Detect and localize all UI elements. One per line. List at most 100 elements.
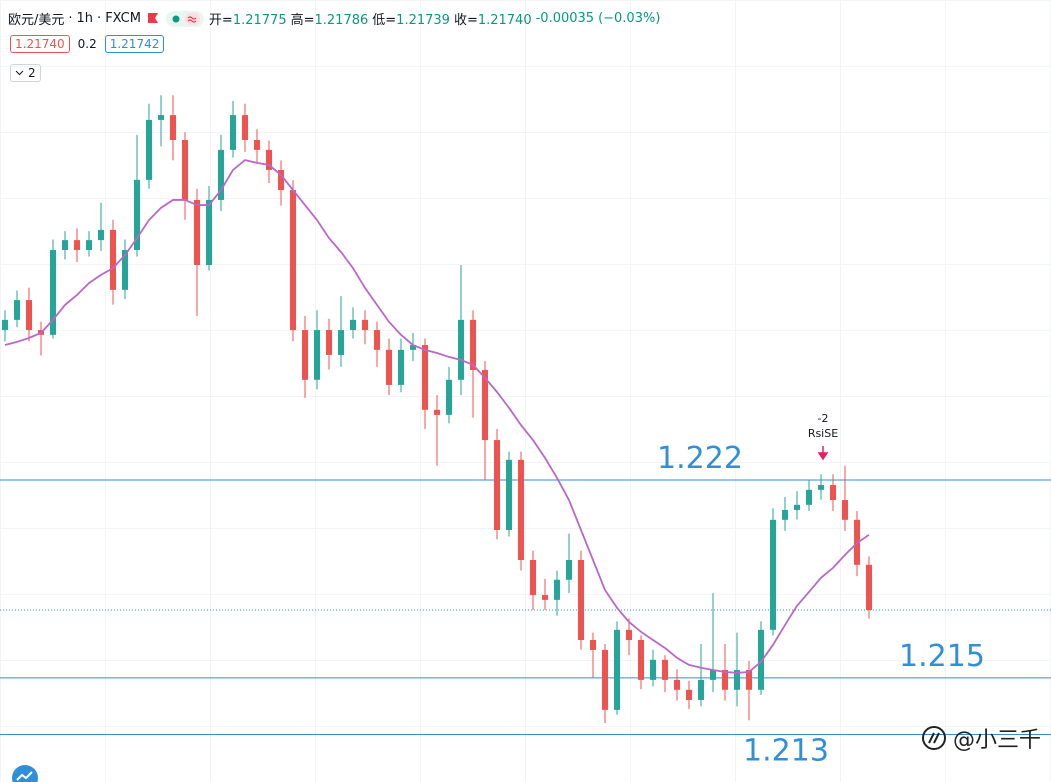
ohlc-item: 低=1.21739 (372, 9, 450, 28)
candle-body (446, 379, 452, 415)
candle-body (62, 240, 68, 251)
candle-body (662, 659, 668, 680)
candle-body (398, 349, 404, 385)
candle (578, 550, 584, 650)
candle (626, 618, 632, 656)
candle-body (650, 659, 656, 680)
candle-body (542, 595, 548, 600)
candle (422, 338, 428, 430)
candle-body (554, 579, 560, 600)
candle-body (590, 640, 596, 650)
ohlc-item: 开=1.21775 (209, 9, 287, 28)
watermark: @小三千 (921, 722, 1041, 754)
candle-body (770, 519, 776, 630)
interval[interactable]: 1h (76, 11, 94, 26)
candle (278, 160, 284, 206)
candle-body (470, 319, 476, 370)
candle (50, 239, 56, 339)
candle-body (494, 440, 500, 531)
candle-body (506, 459, 512, 531)
candle (38, 321, 44, 356)
candle (518, 451, 524, 571)
candle-body (2, 319, 8, 331)
candle (302, 315, 308, 398)
ohlc-value: 1.21740 (477, 13, 532, 28)
candle-body (158, 115, 164, 120)
candle-body (266, 149, 272, 170)
ohlc-label: 低= (372, 13, 397, 28)
candle-body (134, 179, 140, 251)
candle-body (614, 629, 620, 710)
candle (458, 265, 464, 396)
candle-body (326, 330, 332, 355)
candle (182, 132, 188, 220)
spread: 0.2 (77, 37, 97, 51)
logo[interactable] (10, 762, 40, 782)
candle (758, 621, 764, 695)
candle-body (122, 250, 128, 290)
candle (362, 310, 368, 345)
candle-body (218, 149, 224, 200)
candle (530, 550, 536, 611)
candle (662, 655, 668, 693)
candle-body (638, 640, 644, 680)
ohlc-value: 1.21786 (314, 13, 369, 28)
candle (374, 321, 380, 367)
bid[interactable]: 1.21740 (10, 35, 70, 53)
candle-body (710, 670, 716, 680)
level-label: 1.215 (899, 639, 985, 674)
candle-body (578, 559, 584, 641)
candle (818, 474, 824, 500)
candle (14, 290, 20, 328)
candle-body (830, 485, 836, 501)
candle-body (698, 679, 704, 700)
level-label: 1.213 (743, 733, 829, 768)
candle-body (746, 670, 752, 690)
indicator-toggle[interactable]: 2 (10, 64, 41, 82)
candle (410, 332, 416, 362)
chevron (15, 70, 24, 76)
candle (650, 649, 656, 687)
signal-arrow (817, 446, 829, 461)
candle-body (242, 115, 248, 140)
candle (710, 593, 716, 693)
candle-body (338, 330, 344, 355)
candle (350, 307, 356, 339)
status-pill[interactable] (165, 10, 205, 28)
candle (542, 578, 548, 611)
candle (146, 103, 152, 189)
candle (482, 361, 488, 480)
candle (110, 219, 116, 305)
candle-body (350, 319, 356, 331)
candle-body (278, 169, 284, 191)
candle (638, 635, 644, 690)
candle (122, 239, 128, 299)
candle-body (602, 649, 608, 710)
candle (2, 310, 8, 342)
candle-body (794, 504, 800, 510)
candle (734, 632, 740, 707)
candle-body (86, 240, 92, 251)
candle (86, 231, 92, 257)
candle (770, 508, 776, 636)
candle-body (110, 229, 116, 290)
candle-body (74, 240, 80, 251)
candle (698, 643, 704, 707)
signal-label: RsiSE (808, 427, 838, 440)
candle-body (818, 485, 824, 490)
symbol[interactable]: 欧元/美元 (8, 13, 65, 28)
candle-body (374, 330, 380, 350)
candle-body (410, 345, 416, 350)
ask[interactable]: 1.21742 (104, 35, 165, 53)
candle (98, 202, 104, 251)
watermark-text: @小三千 (952, 728, 1041, 753)
candle-body (722, 670, 728, 690)
candle-body (386, 349, 392, 385)
candle-body (458, 319, 464, 380)
separator: · (97, 11, 102, 26)
candle (590, 632, 596, 678)
flag-icon[interactable] (145, 12, 161, 26)
candle (74, 228, 80, 263)
candle-body (758, 629, 764, 690)
